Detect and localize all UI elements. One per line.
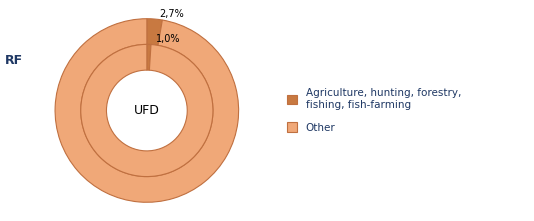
Wedge shape	[147, 44, 151, 70]
Wedge shape	[55, 19, 239, 202]
Text: RF: RF	[5, 53, 23, 67]
Text: 2,7%: 2,7%	[159, 9, 184, 19]
Wedge shape	[81, 44, 213, 177]
Wedge shape	[147, 19, 162, 45]
Text: UFD: UFD	[134, 104, 160, 117]
Text: 1,0%: 1,0%	[156, 34, 180, 44]
Legend: Agriculture, hunting, forestry,
fishing, fish-farming, Other: Agriculture, hunting, forestry, fishing,…	[287, 88, 461, 133]
